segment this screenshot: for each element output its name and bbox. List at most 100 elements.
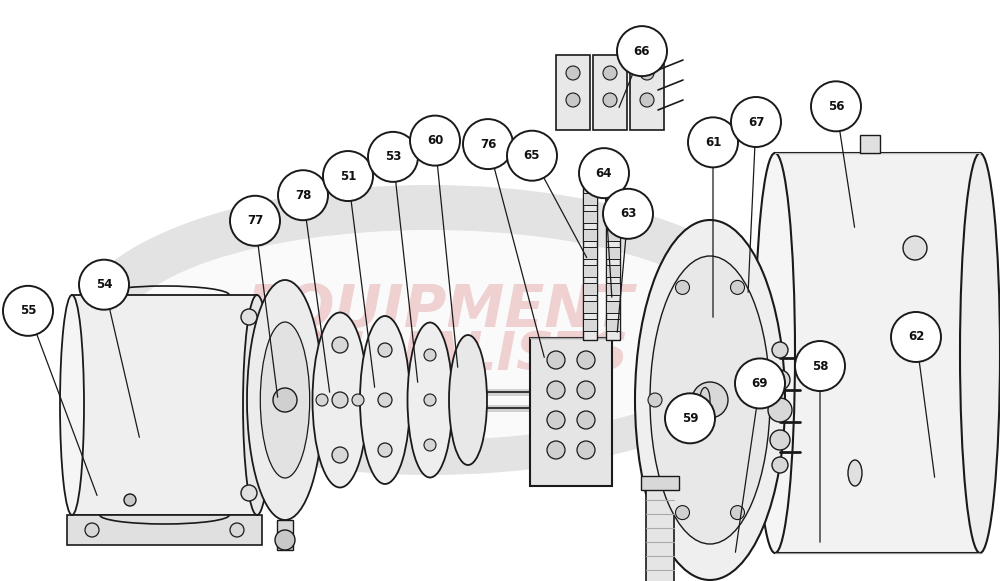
Circle shape bbox=[566, 93, 580, 107]
Ellipse shape bbox=[260, 322, 310, 478]
Circle shape bbox=[230, 523, 244, 537]
Text: 55: 55 bbox=[20, 304, 36, 317]
Circle shape bbox=[332, 337, 348, 353]
Circle shape bbox=[424, 439, 436, 451]
Text: SPECIALISTS: SPECIALISTS bbox=[251, 329, 629, 381]
Bar bbox=[583, 319, 597, 331]
Bar bbox=[606, 229, 620, 241]
Ellipse shape bbox=[848, 460, 862, 486]
Circle shape bbox=[368, 132, 418, 182]
Bar bbox=[606, 319, 620, 331]
Bar bbox=[606, 247, 620, 259]
Circle shape bbox=[903, 236, 927, 260]
Text: 59: 59 bbox=[682, 412, 698, 425]
Ellipse shape bbox=[606, 165, 620, 175]
Circle shape bbox=[772, 457, 788, 473]
Bar bbox=[641, 476, 679, 490]
Bar bbox=[556, 55, 590, 130]
Circle shape bbox=[692, 382, 728, 418]
Circle shape bbox=[795, 341, 845, 391]
Bar bbox=[606, 301, 620, 313]
Circle shape bbox=[332, 447, 348, 463]
Bar bbox=[630, 55, 664, 130]
Text: 78: 78 bbox=[295, 189, 311, 202]
Bar bbox=[583, 247, 597, 259]
Circle shape bbox=[577, 381, 595, 399]
Circle shape bbox=[424, 394, 436, 406]
Circle shape bbox=[547, 411, 565, 429]
Bar bbox=[646, 490, 674, 581]
Ellipse shape bbox=[70, 185, 790, 475]
Circle shape bbox=[730, 505, 744, 519]
Circle shape bbox=[577, 351, 595, 369]
Circle shape bbox=[547, 381, 565, 399]
Text: 54: 54 bbox=[96, 278, 112, 291]
Circle shape bbox=[891, 312, 941, 362]
Text: 69: 69 bbox=[752, 377, 768, 390]
Bar bbox=[67, 515, 262, 545]
Circle shape bbox=[770, 430, 790, 450]
Circle shape bbox=[273, 388, 297, 412]
Circle shape bbox=[547, 441, 565, 459]
Ellipse shape bbox=[312, 313, 368, 487]
Bar bbox=[775, 153, 980, 553]
Circle shape bbox=[424, 349, 436, 361]
Bar bbox=[583, 211, 597, 223]
Circle shape bbox=[811, 81, 861, 131]
Ellipse shape bbox=[583, 165, 597, 175]
Circle shape bbox=[772, 342, 788, 358]
Circle shape bbox=[316, 394, 328, 406]
Bar bbox=[583, 301, 597, 313]
Circle shape bbox=[410, 116, 460, 166]
Text: 76: 76 bbox=[480, 138, 496, 150]
Circle shape bbox=[603, 66, 617, 80]
Circle shape bbox=[758, 393, 772, 407]
Ellipse shape bbox=[408, 322, 452, 478]
Circle shape bbox=[617, 26, 667, 76]
Text: 63: 63 bbox=[620, 207, 636, 220]
Circle shape bbox=[768, 398, 792, 422]
Bar bbox=[583, 165, 597, 340]
Circle shape bbox=[378, 393, 392, 407]
Circle shape bbox=[463, 119, 513, 169]
Ellipse shape bbox=[960, 153, 1000, 553]
Circle shape bbox=[731, 97, 781, 147]
Circle shape bbox=[688, 117, 738, 167]
Circle shape bbox=[579, 148, 629, 198]
Ellipse shape bbox=[635, 220, 785, 580]
Text: 53: 53 bbox=[385, 150, 401, 163]
Ellipse shape bbox=[60, 295, 84, 515]
Circle shape bbox=[730, 281, 744, 295]
Circle shape bbox=[241, 485, 257, 501]
Text: 62: 62 bbox=[908, 331, 924, 343]
Bar bbox=[606, 175, 620, 187]
Circle shape bbox=[547, 351, 565, 369]
Circle shape bbox=[278, 170, 328, 220]
Circle shape bbox=[640, 93, 654, 107]
Circle shape bbox=[332, 392, 348, 408]
Text: 56: 56 bbox=[828, 100, 844, 113]
Circle shape bbox=[665, 393, 715, 443]
Text: 60: 60 bbox=[427, 134, 443, 147]
Circle shape bbox=[378, 343, 392, 357]
Circle shape bbox=[230, 196, 280, 246]
Ellipse shape bbox=[360, 316, 410, 484]
Bar bbox=[583, 229, 597, 241]
Text: 65: 65 bbox=[524, 149, 540, 162]
Bar bbox=[583, 193, 597, 205]
Ellipse shape bbox=[243, 295, 271, 515]
Bar bbox=[606, 265, 620, 277]
Bar bbox=[277, 520, 293, 550]
Bar bbox=[583, 283, 597, 295]
Bar bbox=[606, 211, 620, 223]
Text: EQUIPMENT: EQUIPMENT bbox=[246, 282, 634, 339]
Circle shape bbox=[577, 411, 595, 429]
Ellipse shape bbox=[700, 388, 710, 413]
Circle shape bbox=[275, 530, 295, 550]
Circle shape bbox=[676, 505, 690, 519]
Circle shape bbox=[352, 394, 364, 406]
Circle shape bbox=[735, 358, 785, 408]
Text: 51: 51 bbox=[340, 170, 356, 182]
Text: 64: 64 bbox=[596, 167, 612, 180]
Bar bbox=[606, 193, 620, 205]
